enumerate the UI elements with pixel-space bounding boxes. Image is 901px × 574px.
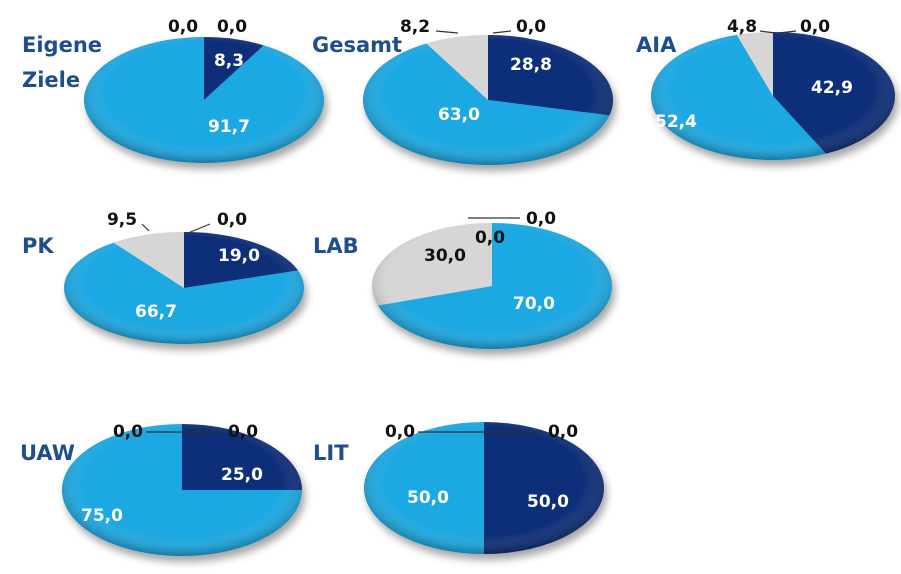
pie-chart-5: LAB 0,0 70,0 30,0 0,0: [313, 209, 613, 349]
data-label: 70,0: [513, 294, 555, 314]
data-label: 0,0: [475, 228, 505, 248]
data-label: 30,0: [424, 246, 466, 266]
pie-shading: [64, 232, 304, 344]
data-label: 63,0: [438, 105, 480, 125]
data-label: 0,0: [113, 422, 143, 442]
data-label: 0,0: [228, 422, 258, 442]
pie-shading: [62, 424, 302, 556]
label-leader-line: [492, 30, 512, 34]
data-label: 8,3: [214, 51, 244, 71]
data-label: 0,0: [548, 422, 578, 442]
data-label: 8,2: [400, 17, 430, 37]
data-label: 19,0: [218, 246, 260, 266]
data-label: 4,8: [727, 17, 757, 37]
chart-title: PK: [22, 234, 54, 258]
data-label: 66,7: [135, 302, 177, 322]
pie-shading: [363, 35, 613, 165]
chart-title: AIA: [636, 33, 677, 57]
pie-shading: [364, 422, 604, 554]
data-label: 0,0: [526, 209, 556, 229]
pie-chart-7: LIT 50,0 50,0 0,0 0,0: [313, 422, 604, 554]
pie-shading: [84, 37, 324, 163]
data-label: 0,0: [217, 17, 247, 37]
label-leader-line: [778, 30, 797, 34]
data-label: 25,0: [221, 465, 263, 485]
chart-title: Eigene: [22, 33, 102, 57]
data-label: 0,0: [385, 422, 415, 442]
data-label: 0,0: [800, 17, 830, 37]
data-label: 91,7: [208, 117, 250, 137]
data-label: 0,0: [516, 17, 546, 37]
data-label: 52,4: [655, 112, 697, 132]
chart-title: Ziele: [22, 68, 80, 92]
data-label: 28,8: [510, 55, 552, 75]
chart-title: UAW: [20, 441, 75, 465]
pie-chart-6: UAW 25,0 75,0 0,0 0,0: [20, 422, 302, 556]
label-leader-line: [435, 30, 459, 34]
chart-title: LIT: [313, 441, 349, 465]
pie-shading: [651, 32, 895, 160]
pie-chart-1: Eigene Ziele 8,3 91,7 0,0 0,0: [22, 17, 325, 163]
label-leader-line: [759, 30, 776, 34]
chart-title: Gesamt: [312, 33, 402, 57]
data-label: 0,0: [168, 17, 198, 37]
pie-chart-4: PK 19,0 66,7 9,5 0,0: [22, 210, 304, 345]
data-label: 50,0: [527, 492, 569, 512]
chart-title: LAB: [313, 234, 359, 258]
data-label: 42,9: [811, 78, 853, 98]
pie-chart-3: AIA 42,9 52,4 4,8 0,0: [636, 17, 895, 161]
label-leader-line: [141, 223, 150, 232]
pie-shading: [372, 223, 612, 349]
label-leader-line: [187, 223, 211, 234]
pie-chart-2: Gesamt 28,8 63,0 8,2 0,0: [312, 17, 613, 165]
data-label: 75,0: [81, 506, 123, 526]
data-label: 50,0: [407, 488, 449, 508]
data-label: 0,0: [217, 210, 247, 230]
data-label: 9,5: [107, 210, 137, 230]
